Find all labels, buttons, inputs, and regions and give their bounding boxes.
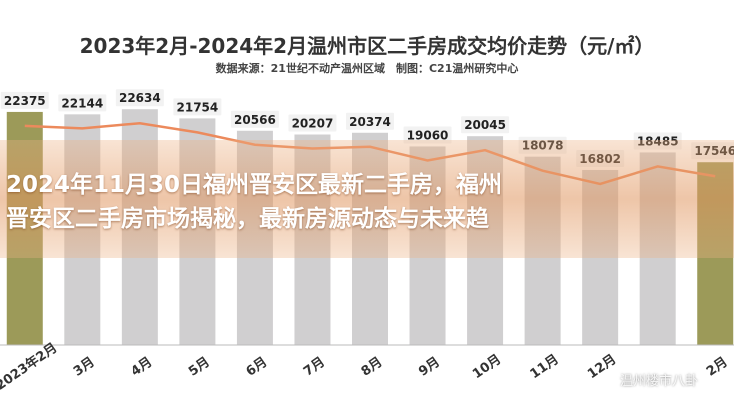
data-label-box xyxy=(173,98,222,116)
x-tick-label: 10月 xyxy=(470,352,504,382)
data-label-box xyxy=(461,116,510,134)
x-tick-label: 5月 xyxy=(186,355,213,380)
data-label: 21754 xyxy=(177,100,219,114)
x-tick-label: 6月 xyxy=(244,355,271,380)
watermark-text: 温州楼市八卦 xyxy=(620,374,699,389)
data-label: 20566 xyxy=(234,113,276,127)
x-tick-label: 2023年2月 xyxy=(0,340,60,394)
data-label-box xyxy=(403,126,452,144)
data-label-box xyxy=(346,112,394,130)
data-label-box xyxy=(58,94,107,112)
data-label: 22634 xyxy=(119,91,161,105)
x-tick-label: 8月 xyxy=(359,355,386,380)
data-label-box xyxy=(288,114,337,132)
data-label: 22144 xyxy=(61,96,103,110)
article-title-line-2: 晋安区二手房市场揭秘，最新房源动态与未来趋 xyxy=(6,206,489,232)
data-label: 20045 xyxy=(464,118,506,132)
chart-title: 2023年2月-2024年2月温州市区二手房成交均价走势（元/㎡） xyxy=(79,34,655,58)
x-tick-label: 7月 xyxy=(301,355,328,380)
chart-source: 数据来源：21世纪不动产温州区域 制图：C21温州研究中心 xyxy=(215,62,519,75)
watermark: 温州楼市八卦 xyxy=(600,370,698,389)
x-tick-label: 9月 xyxy=(416,355,443,380)
data-label-box xyxy=(0,91,49,109)
data-label: 20207 xyxy=(292,117,334,131)
x-tick-label: 11月 xyxy=(528,352,562,382)
article-title: 2024年11月30日福州晋安区最新二手房，福州 晋安区二手房市场揭秘，最新房源… xyxy=(6,168,734,236)
data-label: 19060 xyxy=(407,128,449,142)
article-title-line-1: 2024年11月30日福州晋安区最新二手房，福州 xyxy=(6,172,503,198)
x-tick-label: 2月 xyxy=(704,355,731,380)
data-label-box xyxy=(115,89,164,107)
x-tick-label: 4月 xyxy=(129,355,156,380)
watermark-logo-icon xyxy=(600,371,616,388)
article-title-banner xyxy=(0,140,734,258)
data-label: 20374 xyxy=(349,115,391,129)
data-label-box xyxy=(230,110,279,128)
data-label: 22375 xyxy=(4,94,46,108)
x-tick-label: 3月 xyxy=(71,355,98,380)
